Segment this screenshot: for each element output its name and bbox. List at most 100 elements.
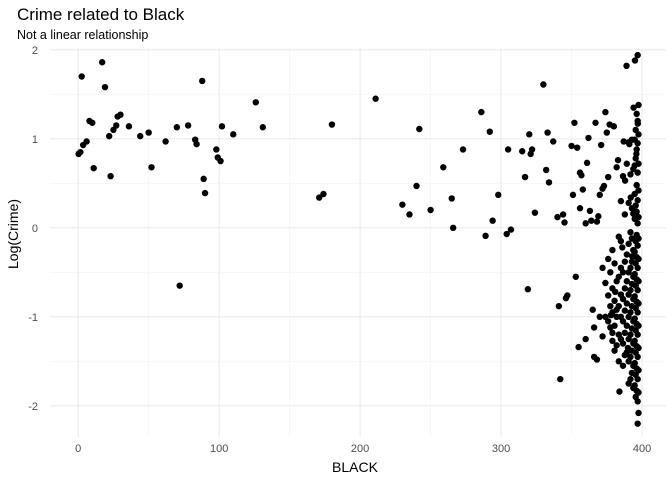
scatter-point (600, 182, 608, 190)
scatter-point (586, 207, 594, 215)
scatter-point (449, 224, 457, 232)
data-points (75, 51, 642, 427)
scatter-point (259, 124, 267, 131)
scatter-point (621, 211, 629, 218)
scatter-point (320, 190, 327, 198)
scatter-point (145, 129, 152, 136)
scatter-point (217, 157, 224, 165)
scatter-point (98, 59, 106, 66)
scatter-point (578, 172, 585, 179)
scatter-point (89, 119, 96, 126)
scatter-point (592, 119, 599, 126)
scatter-point (625, 139, 632, 146)
x-axis-title: BLACK (332, 459, 379, 475)
scatter-point (619, 362, 627, 369)
scatter-point (218, 123, 226, 130)
scatter-point (399, 201, 406, 208)
scatter-point (519, 148, 526, 155)
scatter-point (628, 302, 636, 310)
scatter-point (605, 173, 612, 181)
scatter-point (595, 213, 602, 220)
scatter-point (616, 388, 623, 395)
y-tick-label: -2 (28, 401, 38, 413)
scatter-point (628, 369, 636, 377)
scatter-point (603, 129, 610, 136)
scatter-point (632, 126, 639, 134)
scatter-point (621, 329, 629, 337)
scatter-point (582, 220, 589, 227)
scatter-point (633, 231, 640, 239)
scatter-point (630, 340, 637, 347)
scatter-point (628, 325, 636, 332)
scatter-point (615, 302, 622, 310)
scatter-point (113, 122, 120, 129)
scatter-point (630, 362, 637, 369)
scatter-point (459, 146, 467, 153)
scatter-point (507, 226, 515, 233)
scatter-point (628, 280, 636, 288)
scatter-point (628, 258, 636, 265)
scatter-point (528, 146, 536, 153)
scatter-point (605, 255, 612, 263)
scatter-point (162, 138, 169, 145)
scatter-point (125, 123, 133, 130)
scatter-point (596, 191, 603, 199)
scatter-point (631, 57, 639, 64)
scatter-point (575, 343, 582, 351)
scatter-point (413, 182, 420, 190)
scatter-point (633, 146, 640, 153)
scatter-point (609, 337, 616, 345)
scatter-point (625, 313, 632, 321)
scatter-point (633, 181, 640, 189)
scatter-point (550, 138, 557, 145)
scatter-point (602, 279, 609, 287)
scatter-point (427, 206, 434, 214)
scatter-point (607, 302, 614, 310)
scatter-point (540, 81, 547, 88)
scatter-point (631, 190, 638, 198)
y-axis-title: Log(Crime) (5, 199, 21, 269)
scatter-point (630, 165, 637, 173)
scatter-point (611, 260, 618, 267)
scatter-point (634, 197, 641, 204)
scatter-point (440, 164, 447, 171)
scatter-point (620, 138, 627, 145)
scatter-point (633, 253, 640, 261)
grid-lines (50, 48, 666, 437)
y-tick-label: 1 (32, 134, 38, 146)
scatter-point (106, 132, 113, 140)
scatter-point (101, 83, 109, 91)
scatter-point (631, 215, 638, 223)
scatter-point (607, 269, 614, 276)
scatter-point (583, 159, 591, 167)
x-tick-label: 300 (492, 443, 510, 455)
scatter-point (542, 166, 550, 174)
scatter-point (83, 138, 90, 145)
scatter-point (213, 146, 220, 153)
scatter-point (619, 172, 627, 180)
scatter-point (613, 278, 620, 285)
scatter-point (173, 124, 181, 131)
scatter-point (625, 380, 632, 387)
scatter-point (621, 351, 629, 359)
scatter-point (602, 313, 609, 321)
scatter-point (627, 229, 634, 236)
scatter-point (200, 175, 207, 183)
scatter-point (486, 128, 493, 135)
scatter-point (406, 211, 413, 218)
scatter-point (621, 285, 629, 292)
scatter-point (555, 302, 563, 310)
y-tick-label: 0 (32, 223, 38, 235)
scatter-point (605, 292, 612, 299)
scatter-point (635, 409, 642, 417)
scatter-point (619, 244, 626, 251)
scatter-point (632, 155, 639, 162)
scatter-point (625, 240, 632, 248)
scatter-point (630, 104, 637, 111)
scatter-point (572, 273, 579, 280)
scatter-point (609, 309, 616, 316)
y-tick-label: 2 (32, 45, 38, 57)
scatter-point (503, 230, 510, 238)
scatter-point (621, 307, 629, 314)
scatter-point (635, 101, 642, 109)
